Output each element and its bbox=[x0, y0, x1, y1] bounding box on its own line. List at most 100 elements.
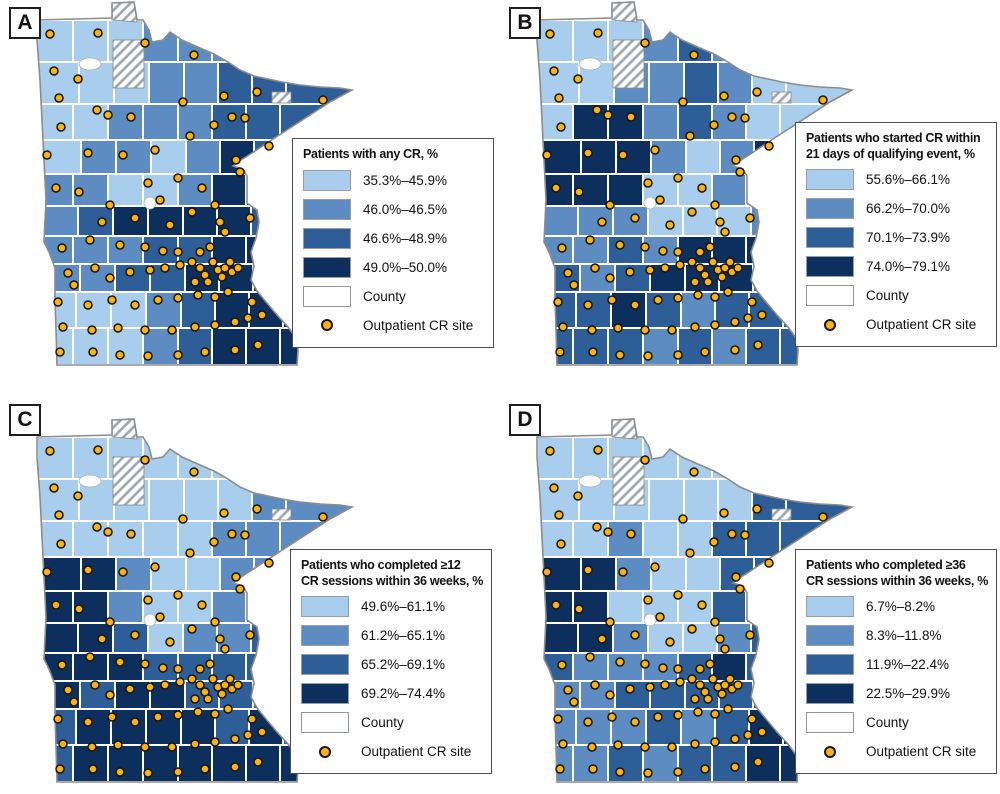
county-cell bbox=[245, 19, 281, 63]
cr-site-dot bbox=[747, 714, 757, 724]
cr-site-dot bbox=[710, 737, 720, 747]
county-cell bbox=[107, 173, 144, 207]
cr-site-dot bbox=[740, 113, 750, 123]
range-label: 8.3%–11.8% bbox=[866, 628, 942, 643]
range-label: 74.0%–79.1% bbox=[866, 259, 951, 274]
cr-site-dot bbox=[725, 674, 735, 684]
cr-site-dot bbox=[230, 762, 240, 772]
county-cell bbox=[745, 173, 781, 207]
county-cell bbox=[147, 622, 184, 654]
cr-site-dot bbox=[189, 467, 199, 477]
legend-class-row: 61.2%–65.1% bbox=[301, 624, 481, 647]
cr-site-dot bbox=[49, 66, 59, 76]
county-cell bbox=[37, 205, 79, 237]
cr-site-dot bbox=[193, 290, 203, 300]
cr-site-dot bbox=[74, 604, 84, 614]
county-cell bbox=[537, 19, 574, 63]
county-cell bbox=[650, 556, 687, 592]
legend-title: Patients who completed ≥12 CR sessions w… bbox=[301, 558, 483, 589]
cr-site-dot bbox=[658, 246, 668, 256]
cr-site-dot bbox=[643, 178, 653, 188]
cr-site-dot bbox=[230, 317, 240, 327]
lake bbox=[143, 613, 157, 627]
county-cell bbox=[107, 235, 144, 265]
cr-site-dot bbox=[93, 28, 103, 38]
cr-site-dot bbox=[56, 539, 66, 549]
cr-site-dot bbox=[90, 680, 100, 690]
cr-site-dot bbox=[217, 272, 227, 282]
county-cell bbox=[245, 327, 281, 365]
cr-site-dot bbox=[555, 347, 565, 357]
cr-site-dot bbox=[709, 537, 719, 547]
cr-site-dot bbox=[703, 694, 713, 704]
cr-site-dot bbox=[210, 617, 220, 627]
no-data-hatch bbox=[111, 419, 138, 440]
cr-site-dot bbox=[764, 558, 774, 568]
no-data-hatch bbox=[271, 91, 292, 104]
cr-site-dot bbox=[165, 637, 175, 647]
cr-site-dot bbox=[695, 247, 705, 257]
county-cell bbox=[612, 622, 649, 654]
county-cell bbox=[650, 139, 687, 175]
cr-site-dot bbox=[553, 714, 563, 724]
range-label: 11.9%–22.4% bbox=[866, 657, 950, 672]
county-cell bbox=[683, 478, 719, 522]
cr-site-dot bbox=[569, 280, 579, 290]
cr-site-dot bbox=[695, 664, 705, 674]
cr-site-dot bbox=[673, 247, 683, 257]
cr-site-dot bbox=[85, 235, 95, 245]
cr-site-dot bbox=[630, 300, 640, 310]
county-cell bbox=[177, 103, 213, 141]
cr-site-dot bbox=[551, 183, 561, 193]
cr-site-dot bbox=[705, 659, 715, 669]
cr-site-dot bbox=[735, 167, 745, 177]
county-cell bbox=[72, 520, 109, 558]
cr-site-dot bbox=[690, 322, 700, 332]
legend-site-row: Outpatient CR site bbox=[303, 314, 483, 337]
cr-site-dot bbox=[145, 265, 155, 275]
cr-site-dot bbox=[554, 510, 564, 520]
county-cell bbox=[677, 744, 713, 782]
cr-site-dot bbox=[640, 242, 650, 252]
panel-label-d: D bbox=[509, 404, 541, 436]
cr-site-dot bbox=[730, 345, 740, 355]
cr-site-dot-icon bbox=[319, 745, 331, 758]
cr-site-dot bbox=[257, 727, 267, 737]
legend-a: Patients with any CR, % 35.3%–45.9% 46.0… bbox=[292, 138, 494, 348]
county-cell bbox=[177, 590, 213, 624]
cr-site-dot bbox=[675, 677, 685, 687]
cr-site-dot bbox=[569, 697, 579, 707]
cr-site-dot bbox=[115, 657, 125, 667]
lake bbox=[78, 57, 102, 71]
cr-site-dot bbox=[673, 293, 683, 303]
county-cell bbox=[572, 436, 609, 480]
cr-site-dot bbox=[643, 595, 653, 605]
legend-class-row: 6.7%–8.2% bbox=[806, 595, 986, 618]
cr-site-dot bbox=[605, 617, 615, 627]
cr-site-dot bbox=[690, 277, 700, 287]
cr-site-dot bbox=[105, 273, 115, 283]
cr-site-dot bbox=[745, 213, 755, 223]
cr-site-dot bbox=[573, 491, 583, 501]
cr-site-dot bbox=[730, 317, 740, 327]
county-cell bbox=[245, 744, 281, 782]
cr-site-dot bbox=[243, 313, 253, 323]
cr-site-dot bbox=[264, 141, 274, 151]
cr-site-dot bbox=[197, 600, 207, 610]
cr-site-dot bbox=[203, 277, 213, 287]
site-label: Outpatient CR site bbox=[361, 744, 472, 759]
lake bbox=[578, 474, 602, 488]
cr-site-dot bbox=[720, 263, 730, 273]
county-cell bbox=[252, 263, 288, 293]
cr-site-dot bbox=[653, 295, 663, 305]
cr-site-dot bbox=[113, 323, 123, 333]
class3-swatch bbox=[806, 654, 854, 675]
cr-site-dot bbox=[557, 660, 567, 670]
cr-site-dot bbox=[710, 709, 720, 719]
county-swatch bbox=[806, 285, 854, 306]
county-cell bbox=[745, 436, 781, 480]
cr-site-dot bbox=[615, 657, 625, 667]
cr-site-dot bbox=[687, 674, 697, 684]
county-cell bbox=[752, 263, 788, 293]
county-cell bbox=[107, 327, 144, 365]
